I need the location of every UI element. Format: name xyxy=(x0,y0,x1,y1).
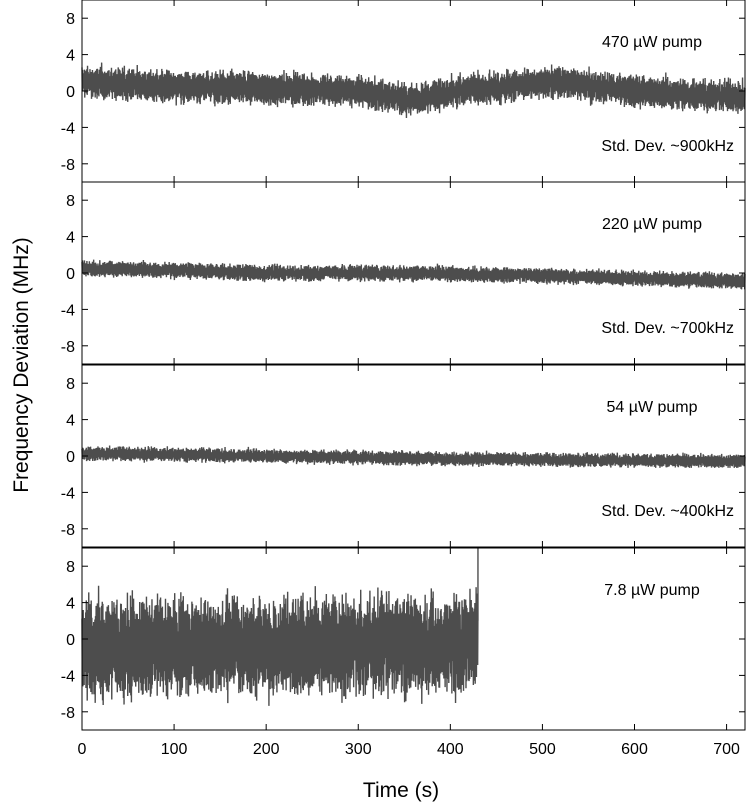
y-tick-label-1: 8 xyxy=(66,11,75,28)
y-axis-title: Frequency Deviation (MHz) xyxy=(10,237,33,493)
y-tick-label-3: -4 xyxy=(61,485,75,502)
y-tick-label-4: 8 xyxy=(66,559,75,576)
panel-label-1: 470 µW pump xyxy=(602,34,702,51)
y-tick-label-4: -8 xyxy=(61,705,75,722)
y-tick-label-1: -8 xyxy=(61,157,75,174)
series-line-2 xyxy=(81,259,746,290)
x-tick-label: 200 xyxy=(253,741,280,758)
y-tick-label-1: 0 xyxy=(66,84,75,101)
y-tick-label-2: 0 xyxy=(66,266,75,283)
x-tick-label: 500 xyxy=(529,741,556,758)
series-line-1 xyxy=(81,62,746,119)
x-tick-label: 400 xyxy=(437,741,464,758)
panel-3: 8 4 0 -4 -8 54 µW pump Std. Dev. ~400kHz xyxy=(61,364,746,548)
y-tick-label-1: 4 xyxy=(66,48,75,65)
std-dev-label-1: Std. Dev. ~900kHz xyxy=(601,138,734,155)
y-tick-label-2: -4 xyxy=(61,302,75,319)
series-line-3 xyxy=(81,445,746,468)
panel-label-2: 220 µW pump xyxy=(602,216,702,233)
y-tick-label-3: 8 xyxy=(66,376,75,393)
panel-label-3: 54 µW pump xyxy=(606,399,697,416)
y-tick-label-3: 4 xyxy=(66,413,75,430)
panel-4: 8 4 0 -4 -8 7.8 µW pump xyxy=(61,547,746,731)
y-tick-label-2: -8 xyxy=(61,339,75,356)
y-tick-label-4: -4 xyxy=(61,668,75,685)
y-tick-label-2: 8 xyxy=(66,193,75,210)
y-tick-label-1: -4 xyxy=(61,120,75,137)
y-tick-label-4: 4 xyxy=(66,596,75,613)
y-tick-label-2: 4 xyxy=(66,230,75,247)
y-tick-label-3: -8 xyxy=(61,522,75,539)
x-tick-label: 100 xyxy=(161,741,188,758)
x-tick-label: 300 xyxy=(345,741,372,758)
y-tick-label-3: 0 xyxy=(66,449,75,466)
x-tick-label: 0 xyxy=(78,741,87,758)
panel-label-4: 7.8 µW pump xyxy=(604,582,700,599)
std-dev-label-3: Std. Dev. ~400kHz xyxy=(601,503,734,520)
x-tick-label: 600 xyxy=(621,741,648,758)
panel-1: 8 4 0 -4 -8 470 µW pump Std. Dev. ~900kHz xyxy=(61,0,746,183)
y-tick-label-4: 0 xyxy=(66,632,75,649)
series-line-4 xyxy=(81,548,479,706)
x-tick-label: 700 xyxy=(713,741,740,758)
panel-2: 8 4 0 -4 -8 220 µW pump Std. Dev. ~700kHz xyxy=(61,181,746,365)
std-dev-label-2: Std. Dev. ~700kHz xyxy=(601,320,734,337)
x-axis-title: Time (s) xyxy=(363,779,439,802)
